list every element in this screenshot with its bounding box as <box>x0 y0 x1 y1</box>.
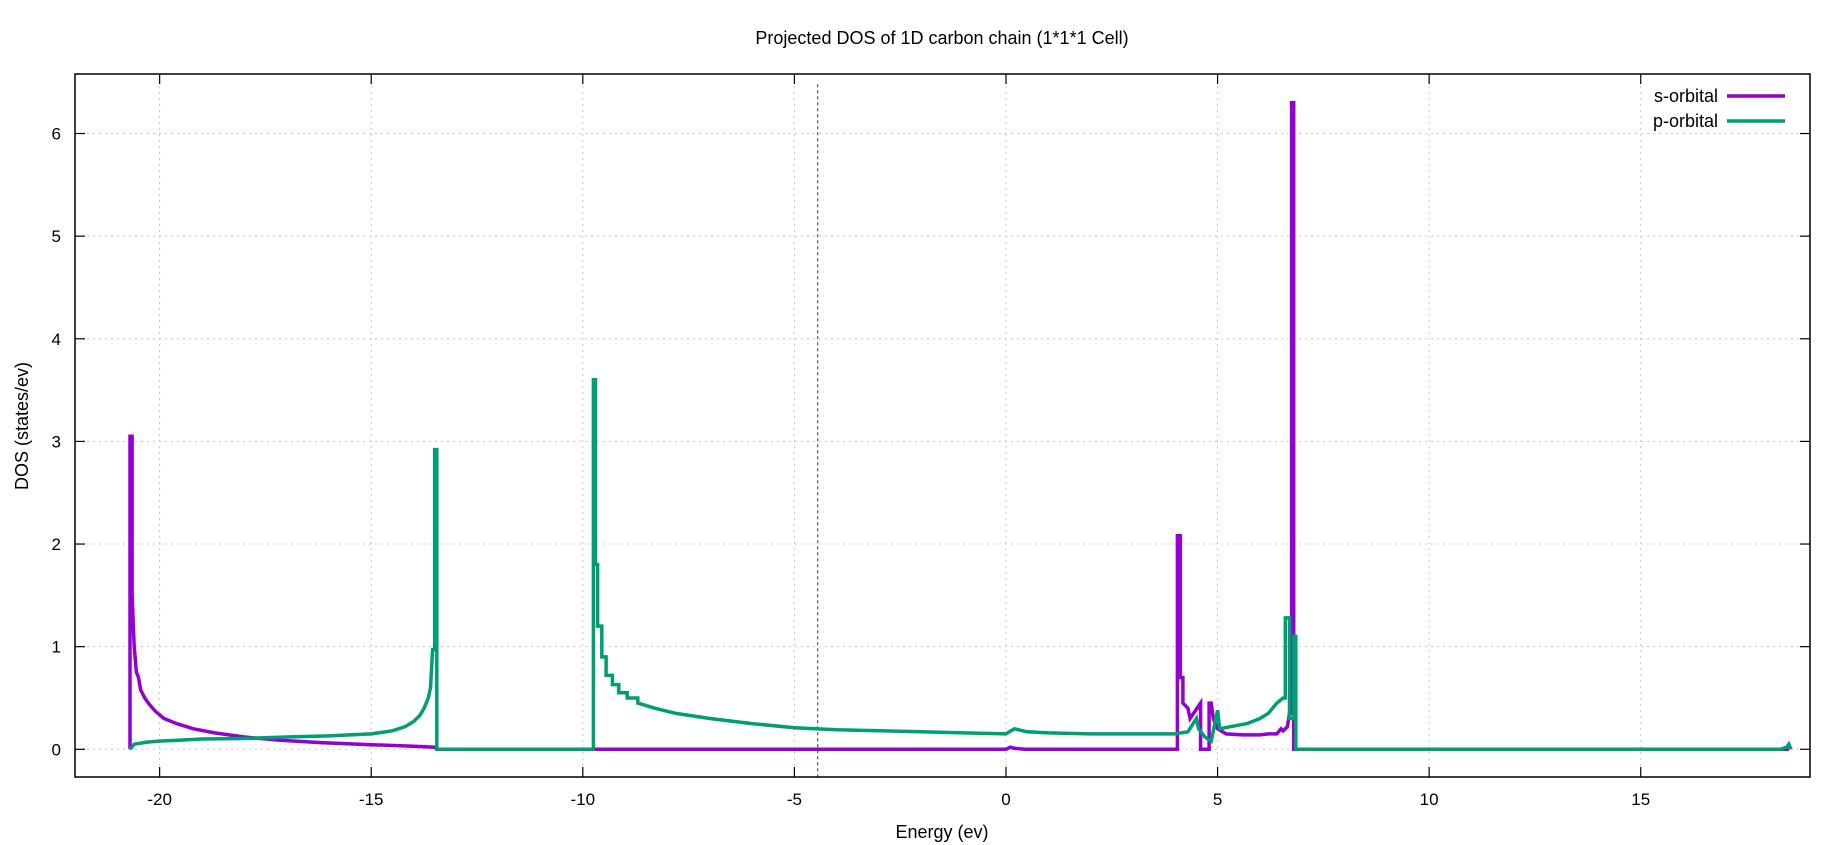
y-axis-label: DOS (states/ev) <box>12 362 32 490</box>
x-tick-label: -15 <box>359 790 384 809</box>
x-tick-label: -10 <box>571 790 596 809</box>
x-axis-label: Energy (ev) <box>895 822 988 842</box>
plot-frame <box>74 73 1811 778</box>
x-tick-label: -5 <box>787 790 802 809</box>
x-tick-label: 0 <box>1001 790 1010 809</box>
chart-title: Projected DOS of 1D carbon chain (1*1*1 … <box>755 28 1128 48</box>
y-tick-label: 4 <box>52 330 61 349</box>
y-tick-label: 6 <box>52 125 61 144</box>
x-tick-label: 10 <box>1420 790 1439 809</box>
series-layer <box>128 100 1793 752</box>
y-tick-label: 0 <box>52 740 61 759</box>
y-tick-label: 3 <box>52 432 61 451</box>
x-tick-label: -20 <box>147 790 172 809</box>
y-tick-label: 1 <box>52 638 61 657</box>
legend-label: s-orbital <box>1654 86 1718 106</box>
y-tick-label: 5 <box>52 227 61 246</box>
legend: s-orbital p-orbital <box>1653 86 1785 131</box>
axis-ticks: -20 -15 -10 -5 0 5 10 15 0 1 2 3 4 5 6 <box>52 74 1810 809</box>
y-tick-label: 2 <box>52 535 61 554</box>
series-line-p-orbital <box>128 378 1793 752</box>
legend-label: p-orbital <box>1653 111 1718 131</box>
grid-lines <box>75 74 1810 777</box>
series-line-s-orbital <box>128 100 1789 752</box>
x-tick-label: 5 <box>1213 790 1222 809</box>
x-tick-label: 15 <box>1631 790 1650 809</box>
